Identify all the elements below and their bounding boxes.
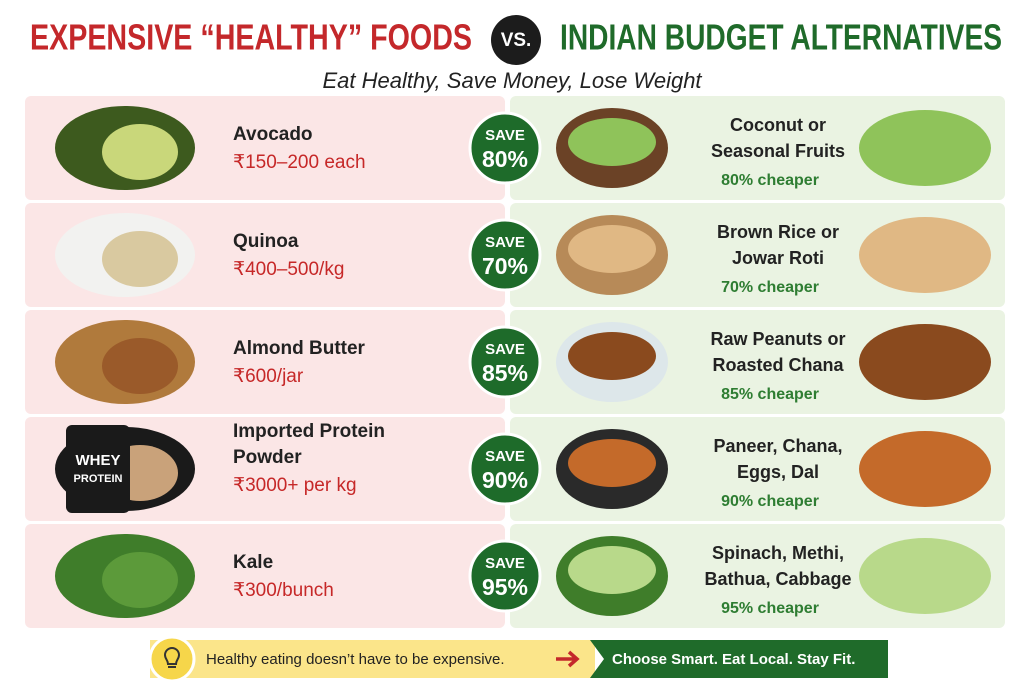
left-title: EXPENSIVE “HEALTHY” FOODS — [30, 17, 472, 58]
vs-text: VS. — [501, 30, 532, 51]
budget-food-image — [859, 431, 991, 507]
bulb-icon — [148, 635, 196, 682]
save-badge — [468, 325, 542, 399]
expensive-price: ₹600/jar — [233, 366, 304, 387]
save-label: SAVE — [485, 127, 525, 144]
vs-badge — [491, 15, 541, 65]
footer-left-bar — [150, 640, 595, 678]
expensive-food-detail — [102, 338, 178, 394]
budget-cheaper: 80% cheaper — [721, 172, 819, 189]
budget-food-detail — [568, 225, 656, 273]
save-percent: 80% — [482, 146, 528, 172]
save-label: SAVE — [485, 555, 525, 572]
budget-cheaper: 90% cheaper — [721, 493, 819, 510]
budget-food-detail — [568, 332, 656, 380]
protein-jar — [66, 425, 130, 513]
save-badge — [468, 111, 542, 185]
save-percent: 70% — [482, 253, 528, 279]
budget-name: Brown Rice or — [717, 222, 839, 242]
save-percent: 90% — [482, 467, 528, 493]
budget-name: Seasonal Fruits — [711, 141, 845, 161]
budget-name: Eggs, Dal — [737, 462, 819, 482]
save-percent: 95% — [482, 574, 528, 600]
expensive-name: Powder — [233, 447, 302, 468]
budget-name: Spinach, Methi, — [712, 543, 844, 563]
budget-name: Bathua, Cabbage — [704, 569, 851, 589]
budget-food-detail — [568, 439, 656, 487]
expensive-name: Quinoa — [233, 231, 299, 252]
rows: Avocado ₹150–200 each SAVE 80% Coconut or Sea… — [25, 96, 1005, 628]
right-title: INDIAN BUDGET ALTERNATIVES — [560, 17, 1002, 58]
budget-food-image — [859, 538, 991, 614]
expensive-name: Kale — [233, 552, 273, 573]
expensive-name: Avocado — [233, 124, 313, 145]
budget-food-image — [859, 217, 991, 293]
save-label: SAVE — [485, 341, 525, 358]
jar-label: WHEY — [76, 452, 121, 469]
save-badge — [468, 539, 542, 613]
expensive-name: Almond Butter — [233, 338, 366, 359]
budget-cheaper: 95% cheaper — [721, 600, 819, 617]
budget-name: Coconut or — [730, 115, 826, 135]
subtitle: Eat Healthy, Save Money, Lose Weight — [322, 68, 702, 93]
expensive-price: ₹300/bunch — [233, 580, 334, 601]
budget-food-image — [859, 110, 991, 186]
budget-name: Jowar Roti — [732, 248, 824, 268]
budget-name: Roasted Chana — [712, 355, 844, 375]
budget-food-detail — [568, 546, 656, 594]
expensive-price: ₹3000+ per kg — [233, 475, 357, 496]
save-label: SAVE — [485, 234, 525, 251]
footer-right-text: Choose Smart. Eat Local. Stay Fit. — [612, 651, 855, 668]
bulb-glyph — [163, 647, 181, 668]
save-percent: 85% — [482, 360, 528, 386]
expensive-food-detail — [102, 231, 178, 287]
expensive-name: Imported Protein — [233, 421, 385, 442]
jar-label: PROTEIN — [74, 473, 123, 485]
footer: Healthy eating doesn’t have to be expens… — [148, 635, 888, 682]
budget-name: Paneer, Chana, — [713, 436, 842, 456]
expensive-price: ₹150–200 each — [233, 152, 366, 173]
save-label: SAVE — [485, 448, 525, 465]
budget-food-detail — [568, 118, 656, 166]
expensive-price: ₹400–500/kg — [233, 259, 344, 280]
footer-left-text: Healthy eating doesn’t have to be expens… — [206, 651, 505, 668]
expensive-food-detail — [102, 552, 178, 608]
save-badge — [468, 432, 542, 506]
save-badge — [468, 218, 542, 292]
budget-cheaper: 70% cheaper — [721, 279, 819, 296]
budget-name: Raw Peanuts or — [710, 329, 845, 349]
footer-right-bar — [590, 640, 888, 678]
budget-food-image — [859, 324, 991, 400]
footer-arrow — [556, 650, 580, 668]
expensive-food-detail — [102, 124, 178, 180]
budget-cheaper: 85% cheaper — [721, 386, 819, 403]
